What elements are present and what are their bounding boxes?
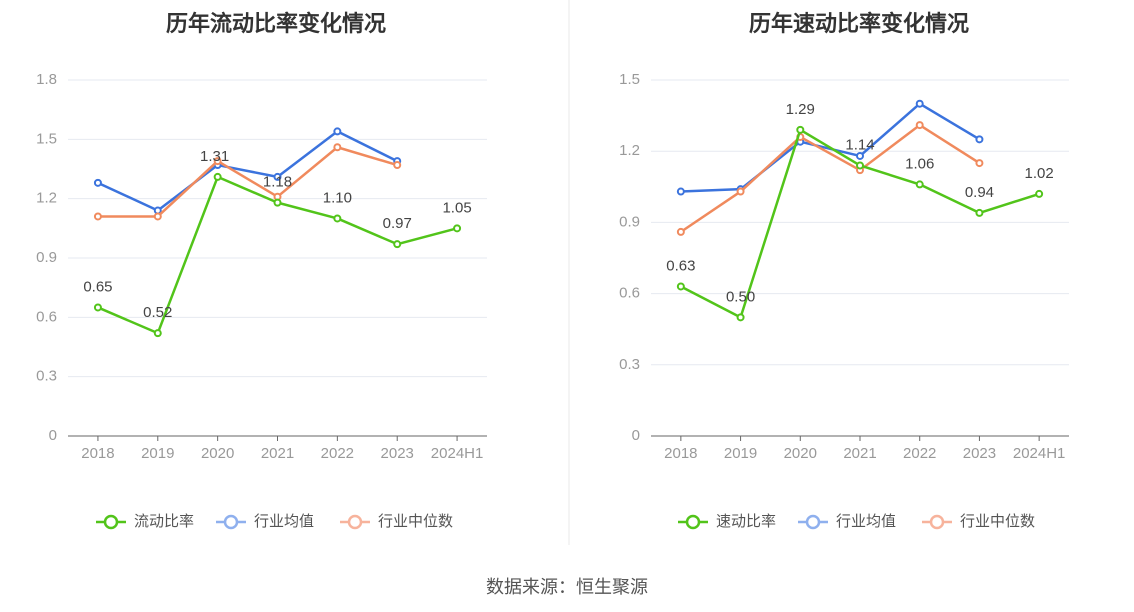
data-label: 0.94 — [965, 184, 994, 201]
y-tick-label: 1.5 — [36, 130, 57, 147]
data-label: 1.14 — [845, 136, 874, 153]
x-tick-label: 2023 — [963, 445, 996, 462]
data-point-avg[interactable] — [273, 172, 282, 181]
x-tick-label: 2019 — [724, 445, 757, 462]
data-point-main[interactable] — [736, 313, 745, 322]
legend-swatch-marker — [347, 514, 363, 530]
data-point-main[interactable] — [796, 125, 805, 134]
series-line-median — [97, 145, 398, 218]
x-tick-label: 2024H1 — [1013, 445, 1066, 462]
data-label: 0.52 — [143, 304, 172, 321]
legend-swatch-marker — [805, 514, 821, 530]
legend-swatch-marker — [685, 514, 701, 530]
legend-item-main[interactable]: 流动比率 — [96, 513, 194, 530]
data-point-main[interactable] — [856, 161, 864, 170]
data-point-main[interactable] — [975, 208, 984, 217]
data-point-main[interactable] — [676, 282, 685, 291]
data-point-median[interactable] — [676, 227, 685, 236]
data-point-main[interactable] — [915, 180, 924, 189]
y-tick-label: 0.9 — [36, 249, 57, 266]
data-point-main[interactable] — [273, 198, 282, 207]
data-point-avg[interactable] — [975, 135, 984, 144]
y-tick-label: 0.6 — [36, 308, 57, 325]
legend-item-median[interactable]: 行业中位数 — [340, 513, 453, 530]
chart-current-ratio: 历年流动比率变化情况 0 0.3 0.6 0.9 1.2 1.5 1.8 2018 2019 202… — [36, 11, 487, 530]
x-tick-label: 2018 — [81, 445, 114, 462]
data-label: 0.65 — [83, 278, 112, 295]
x-tick-label: 2021 — [261, 445, 294, 462]
legend-swatch-marker — [929, 514, 945, 530]
data-label: 1.18 — [263, 174, 292, 191]
x-tick-label: 2021 — [843, 445, 876, 462]
data-point-avg[interactable] — [333, 127, 342, 136]
data-label: 1.10 — [323, 189, 352, 206]
data-point-median[interactable] — [975, 159, 984, 168]
legend-label: 行业中位数 — [378, 513, 453, 530]
y-tick-label: 1.8 — [36, 71, 57, 88]
y-tick-label: 0.6 — [619, 285, 640, 302]
data-label: 1.31 — [200, 148, 229, 165]
data-point-median[interactable] — [213, 157, 222, 166]
series-line-median — [680, 123, 981, 233]
legend-item-main[interactable]: 速动比率 — [678, 513, 776, 530]
y-tick-label: 1.2 — [619, 142, 640, 159]
data-point-median[interactable] — [393, 161, 402, 170]
chart-title: 历年流动比率变化情况 — [166, 11, 386, 36]
y-tick-label: 0.9 — [619, 213, 640, 230]
x-tick-label: 2023 — [381, 445, 414, 462]
legend-label: 行业均值 — [254, 513, 314, 530]
data-label: 1.06 — [905, 155, 934, 172]
legend-label: 流动比率 — [134, 513, 194, 530]
data-point-avg[interactable] — [856, 151, 864, 160]
legend-swatch-marker — [223, 514, 239, 530]
data-point-main[interactable] — [393, 240, 402, 249]
data-point-median[interactable] — [736, 187, 745, 196]
x-tick-label: 2019 — [141, 445, 174, 462]
data-point-main[interactable] — [213, 172, 222, 181]
data-source: 数据来源：恒生聚源 — [486, 577, 648, 597]
x-tick-label: 2020 — [201, 445, 234, 462]
data-point-main[interactable] — [153, 329, 162, 338]
data-label: 1.02 — [1025, 165, 1054, 182]
data-label: 0.63 — [666, 257, 695, 274]
x-tick-label: 2022 — [321, 445, 354, 462]
data-label: 1.29 — [786, 101, 815, 118]
x-tick-label: 2020 — [784, 445, 817, 462]
y-tick-label: 1.2 — [36, 190, 57, 207]
data-point-avg[interactable] — [676, 187, 685, 196]
y-tick-label: 1.5 — [619, 71, 640, 88]
data-point-median[interactable] — [153, 212, 162, 221]
data-point-main[interactable] — [1035, 189, 1044, 198]
y-tick-label: 0.3 — [36, 368, 57, 385]
data-point-median[interactable] — [333, 143, 342, 152]
data-label: 0.97 — [383, 215, 412, 232]
data-point-main[interactable] — [453, 224, 462, 233]
data-point-main[interactable] — [333, 214, 342, 223]
legend-label: 行业中位数 — [960, 513, 1035, 530]
y-tick-label: 0 — [632, 427, 640, 444]
data-label: 1.05 — [442, 199, 471, 216]
data-point-median[interactable] — [93, 212, 102, 221]
x-tick-label: 2022 — [903, 445, 936, 462]
legend-item-avg[interactable]: 行业均值 — [798, 513, 896, 530]
data-point-main[interactable] — [93, 303, 102, 312]
data-point-median[interactable] — [915, 121, 924, 130]
data-point-avg[interactable] — [93, 178, 102, 187]
legend-item-avg[interactable]: 行业均值 — [216, 513, 314, 530]
legend-label: 速动比率 — [716, 513, 776, 530]
x-tick-label: 2024H1 — [431, 445, 484, 462]
chart-quick-ratio: 历年速动比率变化情况 0 0.3 0.6 0.9 1.2 1.5 2018 2019 2020 20… — [619, 11, 1069, 530]
data-label: 0.50 — [726, 288, 755, 305]
y-tick-label: 0.3 — [619, 356, 640, 373]
y-tick-label: 0 — [49, 427, 57, 444]
legend-item-median[interactable]: 行业中位数 — [922, 513, 1035, 530]
legend-label: 行业均值 — [836, 513, 896, 530]
data-point-avg[interactable] — [915, 99, 924, 108]
series-line-avg — [97, 130, 398, 212]
x-tick-label: 2018 — [664, 445, 697, 462]
legend-swatch-marker — [103, 514, 119, 530]
chart-title: 历年速动比率变化情况 — [749, 11, 969, 36]
